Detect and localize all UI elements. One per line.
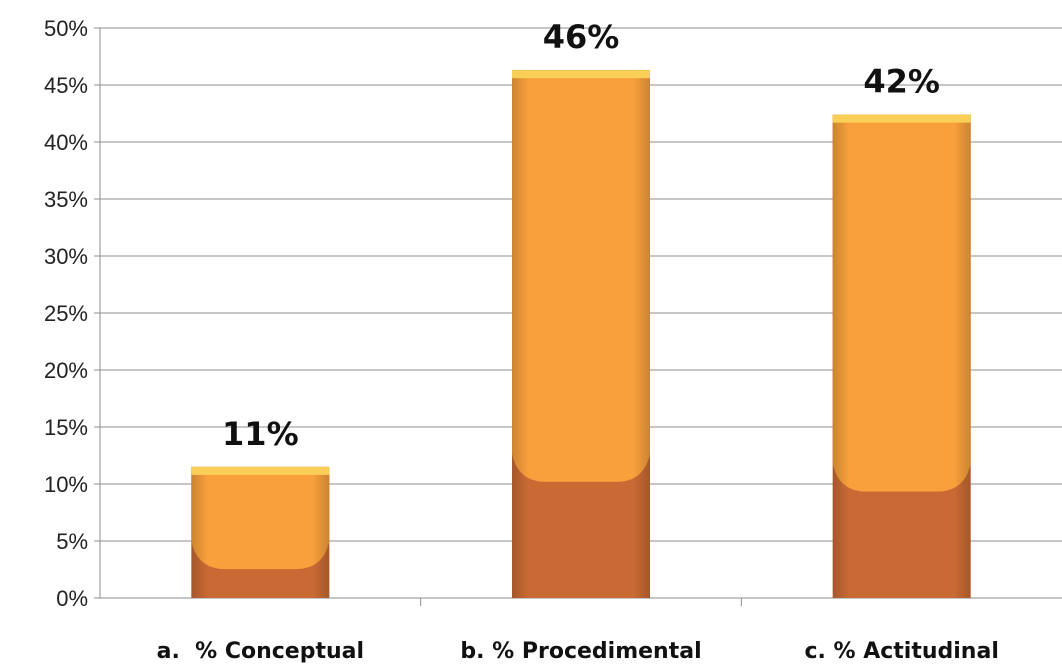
bar-cap <box>191 467 329 475</box>
x-category-label: c. % Actitudinal <box>804 639 998 664</box>
x-category-label: a. % Conceptual <box>157 639 364 664</box>
y-tick-label: 20% <box>44 358 88 383</box>
bar-1 <box>191 467 329 598</box>
bar-cap <box>512 70 650 78</box>
bar-3 <box>833 115 971 598</box>
bar-shade <box>191 467 329 598</box>
y-tick-label: 10% <box>44 472 88 497</box>
bar-cap <box>833 115 971 123</box>
y-tick-label: 30% <box>44 244 88 269</box>
data-label: 46% <box>543 18 620 56</box>
bar-shade <box>833 115 971 598</box>
data-label: 11% <box>222 415 299 453</box>
y-tick-label: 5% <box>56 529 88 554</box>
y-tick-label: 45% <box>44 73 88 98</box>
y-tick-label: 50% <box>44 16 88 41</box>
y-tick-label: 0% <box>56 586 88 611</box>
bar-2 <box>512 70 650 598</box>
y-tick-label: 35% <box>44 187 88 212</box>
x-category-label: b. % Procedimental <box>460 639 701 664</box>
bars <box>191 70 970 598</box>
y-tick-label: 40% <box>44 130 88 155</box>
bar-shade <box>512 70 650 598</box>
data-label: 42% <box>863 63 940 101</box>
y-tick-label: 15% <box>44 415 88 440</box>
y-tick-label: 25% <box>44 301 88 326</box>
